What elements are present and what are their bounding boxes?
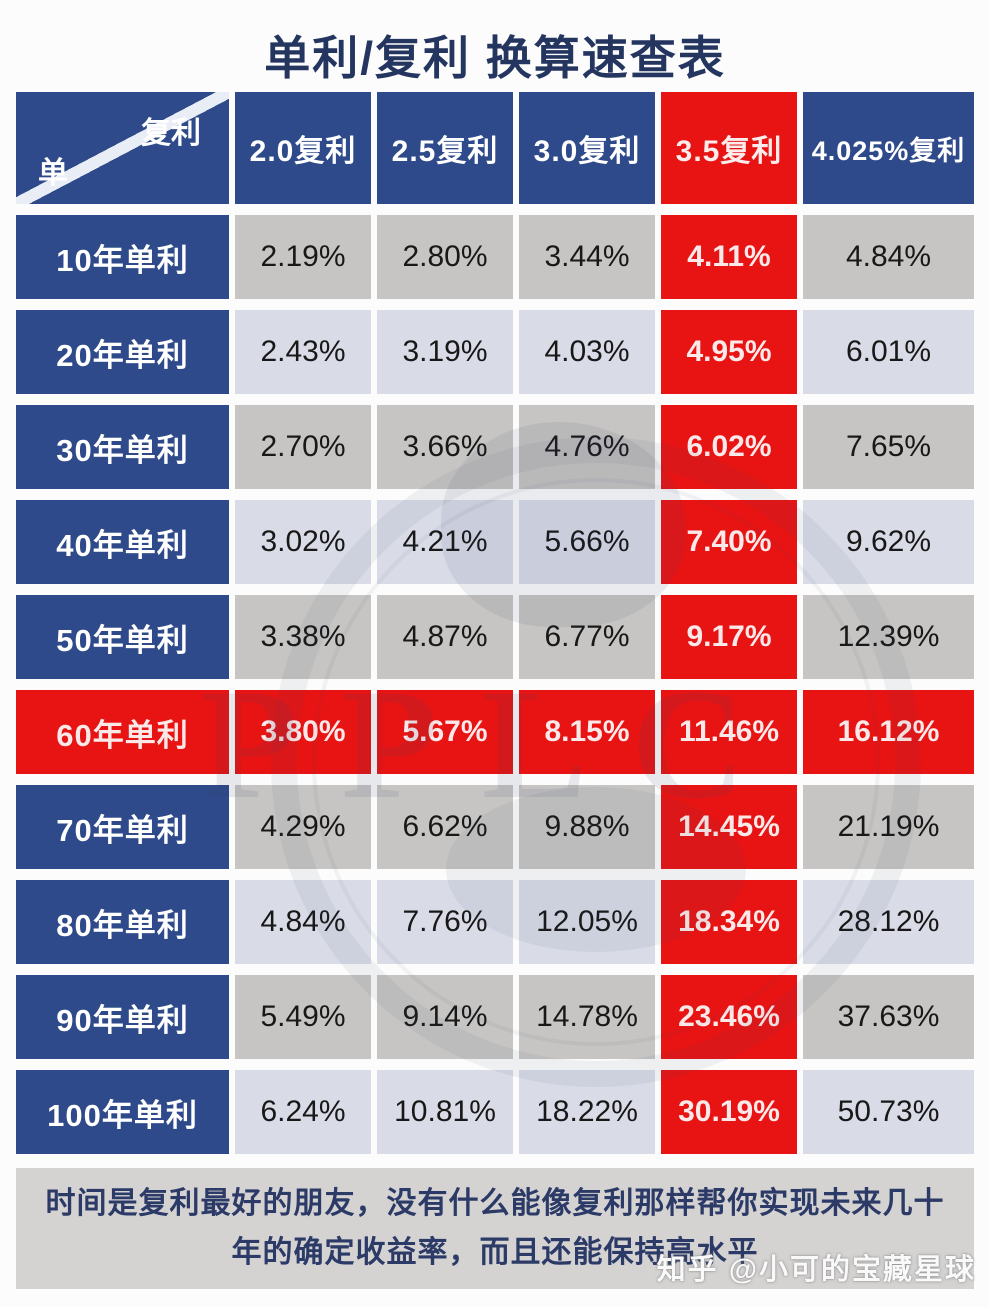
column-header-cell: 2.0复利: [235, 92, 371, 204]
value-cell: 28.12%: [803, 880, 974, 964]
value-cell: 6.62%: [377, 785, 513, 869]
row-label-cell: 40年单利: [16, 500, 229, 584]
column-header-cell: 3.0复利: [519, 92, 655, 204]
value-cell: 9.62%: [803, 500, 974, 584]
value-cell: 4.95%: [661, 310, 797, 394]
column-header-cell: 2.5复利: [377, 92, 513, 204]
value-cell: 6.24%: [235, 1070, 371, 1154]
corner-compound-label: 复利: [141, 117, 201, 150]
row-label-cell: 60年单利: [16, 690, 229, 774]
value-cell: 16.12%: [803, 690, 974, 774]
table-row: 60年单利 3.80% 5.67% 8.15% 11.46% 16.12%: [16, 690, 974, 774]
table-row: 90年单利 5.49% 9.14% 14.78% 23.46% 37.63%: [16, 975, 974, 1059]
row-label-cell: 90年单利: [16, 975, 229, 1059]
footer-note: 时间是复利最好的朋友，没有什么能像复利那样帮你实现未来几十年的确定收益率，而且还…: [16, 1168, 974, 1290]
value-cell: 5.66%: [519, 500, 655, 584]
value-cell: 2.43%: [235, 310, 371, 394]
footer-text: 时间是复利最好的朋友，没有什么能像复利那样帮你实现未来几十年的确定收益率，而且还…: [45, 1187, 945, 1269]
value-cell: 3.02%: [235, 500, 371, 584]
table-header-row: 复利 单 2.0复利 2.5复利 3.0复利 3.5复利 4.025%复利: [16, 92, 974, 204]
value-cell: 3.66%: [377, 405, 513, 489]
value-cell: 7.65%: [803, 405, 974, 489]
value-cell: 2.70%: [235, 405, 371, 489]
table-row: 100年单利 6.24% 10.81% 18.22% 30.19% 50.73%: [16, 1070, 974, 1154]
value-cell: 5.49%: [235, 975, 371, 1059]
table-row: 30年单利 2.70% 3.66% 4.76% 6.02% 7.65%: [16, 405, 974, 489]
table-row: 80年单利 4.84% 7.76% 12.05% 18.34% 28.12%: [16, 880, 974, 964]
credit-watermark: 知乎 @小可的宝藏星球: [656, 1254, 976, 1286]
table-row: 50年单利 3.38% 4.87% 6.77% 9.17% 12.39%: [16, 595, 974, 679]
row-label-cell: 10年单利: [16, 215, 229, 299]
value-cell: 4.84%: [803, 215, 974, 299]
table-row: 10年单利 2.19% 2.80% 3.44% 4.11% 4.84%: [16, 215, 974, 299]
row-label-cell: 80年单利: [16, 880, 229, 964]
row-label-cell: 100年单利: [16, 1070, 229, 1154]
value-cell: 10.81%: [377, 1070, 513, 1154]
value-cell: 23.46%: [661, 975, 797, 1059]
value-cell: 11.46%: [661, 690, 797, 774]
corner-simple-label: 单: [38, 157, 68, 190]
value-cell: 14.45%: [661, 785, 797, 869]
value-cell: 3.44%: [519, 215, 655, 299]
column-header-cell: 4.025%复利: [803, 92, 974, 204]
page-title: 单利/复利 换算速查表: [264, 32, 726, 84]
table-row: 20年单利 2.43% 3.19% 4.03% 4.95% 6.01%: [16, 310, 974, 394]
value-cell: 7.76%: [377, 880, 513, 964]
value-cell: 3.19%: [377, 310, 513, 394]
value-cell: 3.38%: [235, 595, 371, 679]
value-cell: 7.40%: [661, 500, 797, 584]
value-cell: 2.80%: [377, 215, 513, 299]
value-cell: 12.05%: [519, 880, 655, 964]
value-cell: 8.15%: [519, 690, 655, 774]
value-cell: 6.01%: [803, 310, 974, 394]
value-cell: 5.67%: [377, 690, 513, 774]
value-cell: 6.77%: [519, 595, 655, 679]
value-cell: 4.76%: [519, 405, 655, 489]
value-cell: 18.34%: [661, 880, 797, 964]
row-label-cell: 70年单利: [16, 785, 229, 869]
value-cell: 18.22%: [519, 1070, 655, 1154]
value-cell: 4.21%: [377, 500, 513, 584]
table-body: 10年单利 2.19% 2.80% 3.44% 4.11% 4.84% 20年单利 2.43%…: [16, 215, 974, 1154]
value-cell: 21.19%: [803, 785, 974, 869]
value-cell: 4.87%: [377, 595, 513, 679]
row-label-cell: 30年单利: [16, 405, 229, 489]
value-cell: 9.14%: [377, 975, 513, 1059]
value-cell: 2.19%: [235, 215, 371, 299]
rate-conversion-table: 复利 单 2.0复利 2.5复利 3.0复利 3.5复利 4.025%复利 10年单利 2…: [16, 92, 974, 1154]
value-cell: 4.03%: [519, 310, 655, 394]
value-cell: 9.88%: [519, 785, 655, 869]
value-cell: 30.19%: [661, 1070, 797, 1154]
value-cell: 9.17%: [661, 595, 797, 679]
row-label-cell: 20年单利: [16, 310, 229, 394]
value-cell: 14.78%: [519, 975, 655, 1059]
column-header-cell: 3.5复利: [661, 92, 797, 204]
value-cell: 4.29%: [235, 785, 371, 869]
value-cell: 4.84%: [235, 880, 371, 964]
value-cell: 37.63%: [803, 975, 974, 1059]
corner-header-cell: 复利 单: [16, 92, 229, 204]
table-row: 70年单利 4.29% 6.62% 9.88% 14.45% 21.19%: [16, 785, 974, 869]
value-cell: 50.73%: [803, 1070, 974, 1154]
value-cell: 6.02%: [661, 405, 797, 489]
value-cell: 12.39%: [803, 595, 974, 679]
table-row: 40年单利 3.02% 4.21% 5.66% 7.40% 9.62%: [16, 500, 974, 584]
value-cell: 4.11%: [661, 215, 797, 299]
row-label-cell: 50年单利: [16, 595, 229, 679]
value-cell: 3.80%: [235, 690, 371, 774]
